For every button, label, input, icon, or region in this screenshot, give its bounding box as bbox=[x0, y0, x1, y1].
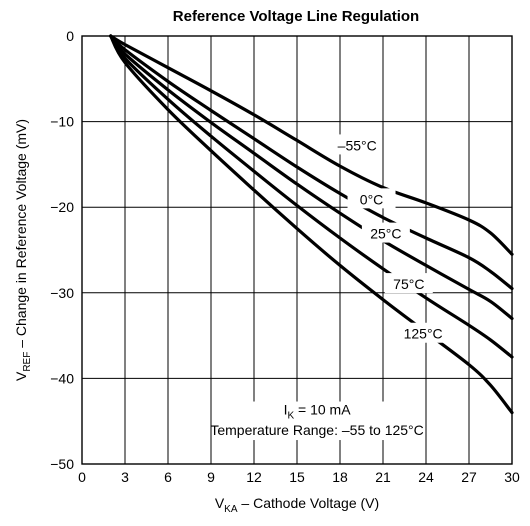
x-tick-label: 0 bbox=[78, 469, 86, 485]
y-tick-label: −20 bbox=[50, 199, 74, 215]
y-tick-label: −40 bbox=[50, 370, 74, 386]
x-tick-label: 15 bbox=[289, 469, 305, 485]
x-axis-label: VKA – Cathode Voltage (V) bbox=[215, 495, 379, 515]
x-tick-label: 18 bbox=[332, 469, 348, 485]
series-line bbox=[109, 34, 514, 359]
grid bbox=[81, 35, 513, 465]
series-label-bg bbox=[361, 222, 410, 243]
curves: –55°C 0°C 25°C 75°C 125°C bbox=[109, 34, 514, 415]
x-tick-label: 3 bbox=[121, 469, 129, 485]
temperature-range-note: Temperature Range: –55 to 125°C bbox=[210, 422, 423, 438]
series-line bbox=[109, 34, 514, 256]
tick-labels: 0 3 6 9 12 15 18 21 24 27 30 0 −10 −20 −30 −40 −50 bbox=[50, 28, 520, 485]
chart-title: Reference Voltage Line Regulation bbox=[173, 8, 419, 25]
x-tick-label: 9 bbox=[207, 469, 215, 485]
y-tick-label: 0 bbox=[66, 28, 74, 44]
x-tick-label: 30 bbox=[504, 469, 520, 485]
series-label-bg bbox=[399, 322, 448, 343]
x-tick-label: 12 bbox=[246, 469, 262, 485]
test-current-note: IK = 10 mA bbox=[284, 401, 352, 421]
y-tick-label: −10 bbox=[50, 114, 74, 130]
series-label-bg bbox=[384, 273, 433, 294]
x-tick-label: 21 bbox=[375, 469, 391, 485]
x-tick-label: 6 bbox=[164, 469, 172, 485]
series-line bbox=[109, 34, 514, 291]
series-label-bg bbox=[333, 134, 382, 155]
y-axis-label: VREF – Change in Reference Voltage (mV) bbox=[13, 119, 33, 381]
series-label-bg bbox=[347, 188, 396, 209]
series-line bbox=[109, 34, 514, 321]
x-tick-label: 24 bbox=[418, 469, 434, 485]
y-tick-label: −30 bbox=[50, 285, 74, 301]
y-tick-label: −50 bbox=[50, 456, 74, 472]
condition-note: IK = 10 mA Temperature Range: –55 to 125… bbox=[210, 401, 424, 441]
series-label: 25°C bbox=[370, 226, 401, 242]
series-label: 0°C bbox=[360, 191, 384, 207]
series-line bbox=[109, 34, 514, 415]
x-tick-label: 27 bbox=[461, 469, 477, 485]
series-label: 75°C bbox=[393, 276, 424, 292]
series-label: 125°C bbox=[404, 326, 443, 342]
series-label: –55°C bbox=[338, 137, 377, 153]
plot-frame bbox=[81, 35, 513, 465]
